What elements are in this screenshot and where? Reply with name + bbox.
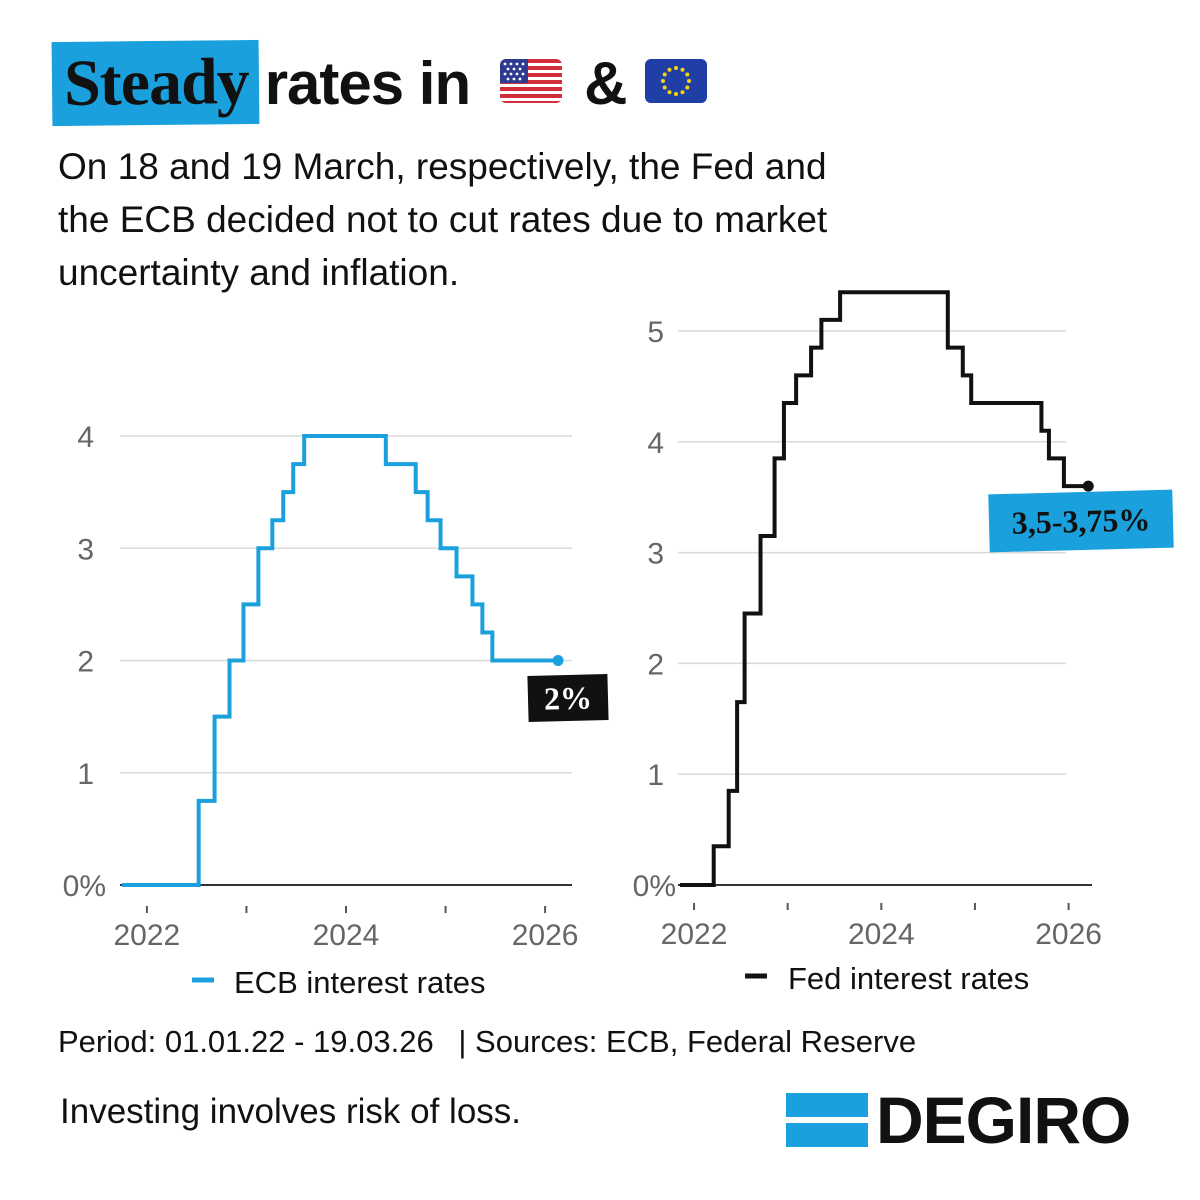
- ecb-end-label: 2%: [527, 673, 609, 723]
- us-flag-icon: [500, 58, 563, 108]
- degiro-logo-icon: [786, 1093, 868, 1147]
- y-tick-label: 4: [77, 421, 94, 454]
- end-label-box: [988, 489, 1174, 553]
- x-tick-label: 2022: [661, 918, 728, 951]
- title-text: rates in: [264, 49, 471, 117]
- end-label-text: 2%: [544, 679, 593, 716]
- risk-disclaimer: Investing involves risk of loss.: [60, 1092, 522, 1131]
- ampersand: &: [584, 49, 628, 117]
- y-tick-label: 2: [77, 646, 94, 679]
- y-tick-label: 0%: [633, 870, 676, 903]
- sources-text: | Sources: ECB, Federal Reserve: [458, 1024, 917, 1059]
- x-tick-label: 2022: [114, 919, 181, 952]
- y-tick-label: 3: [77, 533, 94, 566]
- fed-chart: 0% 1 2 3 4 5 2022 2024 2026 3,5-3,75% Fed interest…: [633, 290, 1174, 996]
- degiro-logo: DEGIRO: [786, 1082, 1131, 1158]
- fed-end-label: 3,5-3,75%: [988, 489, 1174, 553]
- subtitle: On 18 and 19 March, respectively, the Fe…: [58, 146, 828, 293]
- y-tick-label: 1: [77, 758, 94, 791]
- y-tick-label: 5: [647, 316, 664, 349]
- end-label-box: [527, 673, 609, 723]
- y-tick-label: 2: [647, 648, 664, 681]
- ecb-rate-line: [122, 434, 559, 887]
- fed-end-point: [1082, 480, 1094, 492]
- y-tick-label: 3: [647, 538, 664, 571]
- x-tick-label: 2026: [512, 919, 579, 952]
- y-tick-label: 0%: [63, 870, 106, 903]
- footer-period-line: Period: 01.01.22 - 19.03.26 | Sources: E…: [58, 1024, 916, 1060]
- legend-label: Fed interest rates: [788, 961, 1029, 996]
- x-tick-label: 2024: [848, 918, 915, 951]
- y-tick-label: 1: [647, 759, 664, 792]
- x-tick-label: 2024: [313, 919, 380, 952]
- title: Steady rates in: [51, 39, 708, 127]
- period-text: Period: 01.01.22 - 19.03.26: [58, 1024, 434, 1059]
- x-tick-label: 2026: [1035, 918, 1102, 951]
- y-tick-label: 4: [647, 427, 664, 460]
- legend-label: ECB interest rates: [234, 965, 486, 1000]
- fed-rate-line: [680, 290, 1089, 887]
- eu-flag-icon: [645, 58, 708, 108]
- ecb-chart: 0% 1 2 3 4 2022 2024 2026 2% ECB interest rates: [63, 421, 609, 1000]
- ecb-end-point: [552, 655, 564, 666]
- degiro-logo-text: DEGIRO: [876, 1083, 1131, 1157]
- end-label-text: 3,5-3,75%: [1011, 501, 1151, 541]
